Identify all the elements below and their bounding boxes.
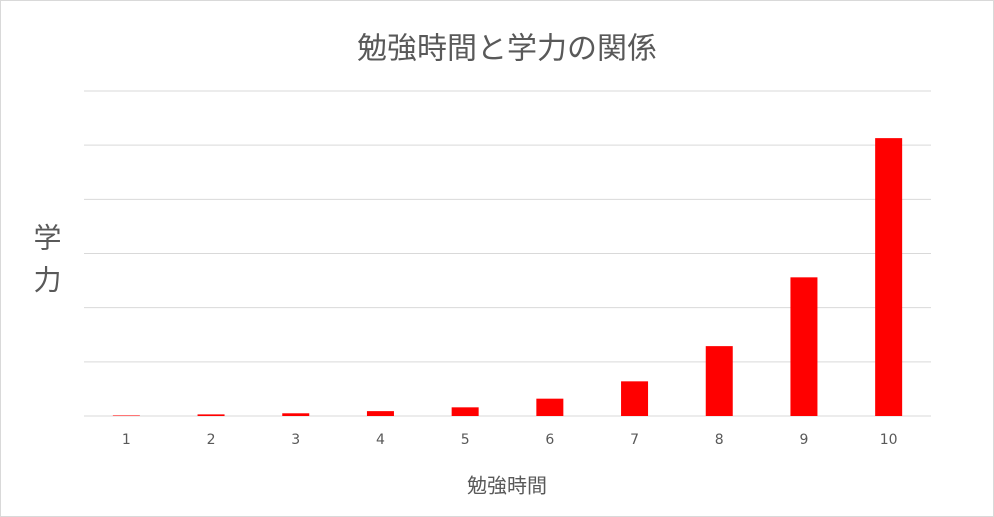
x-tick-label: 2 (207, 432, 216, 448)
x-tick-label: 8 (715, 432, 724, 448)
x-tick-label: 3 (291, 432, 300, 448)
x-tick-label: 5 (461, 432, 470, 448)
bar (451, 407, 479, 416)
x-tick-label: 6 (545, 432, 554, 448)
chart-title: 勉強時間と学力の関係 (357, 32, 657, 67)
x-tick-label: 10 (880, 432, 898, 448)
x-axis-title: 勉強時間 (467, 474, 547, 498)
x-tick-label: 4 (376, 432, 385, 448)
x-tick-label: 7 (630, 432, 639, 448)
bar (621, 381, 649, 416)
bar (790, 277, 818, 416)
x-tick-label: 9 (799, 432, 808, 448)
bar (536, 398, 564, 416)
bar (112, 415, 140, 416)
x-tick-label: 1 (122, 432, 131, 448)
y-axis-title: 学力 (30, 223, 63, 307)
bar (875, 138, 903, 416)
bar (197, 414, 225, 416)
bar (705, 346, 733, 416)
bar (282, 413, 310, 416)
bar (366, 411, 394, 416)
